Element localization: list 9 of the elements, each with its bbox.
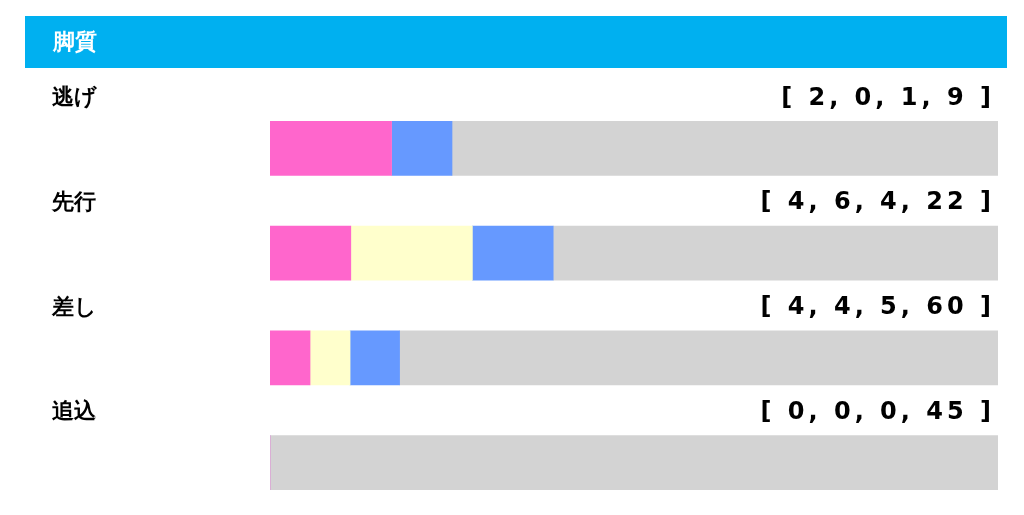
y-tick-label: 追込 <box>52 398 97 424</box>
text: 脚質 <box>25 16 1007 68</box>
annotation: [ 0, 0, 0, 45 ] <box>760 396 995 425</box>
annotation: [ 2, 0, 1, 9 ] <box>781 82 995 111</box>
annotation: [ 4, 4, 5, 60 ] <box>760 292 995 321</box>
y-tick-label: 逃げ <box>52 84 97 110</box>
y-tick-label: 差し <box>51 293 97 319</box>
y-tick-label: 先行 <box>51 188 96 214</box>
annotation: [ 4, 6, 4, 22 ] <box>760 187 995 216</box>
